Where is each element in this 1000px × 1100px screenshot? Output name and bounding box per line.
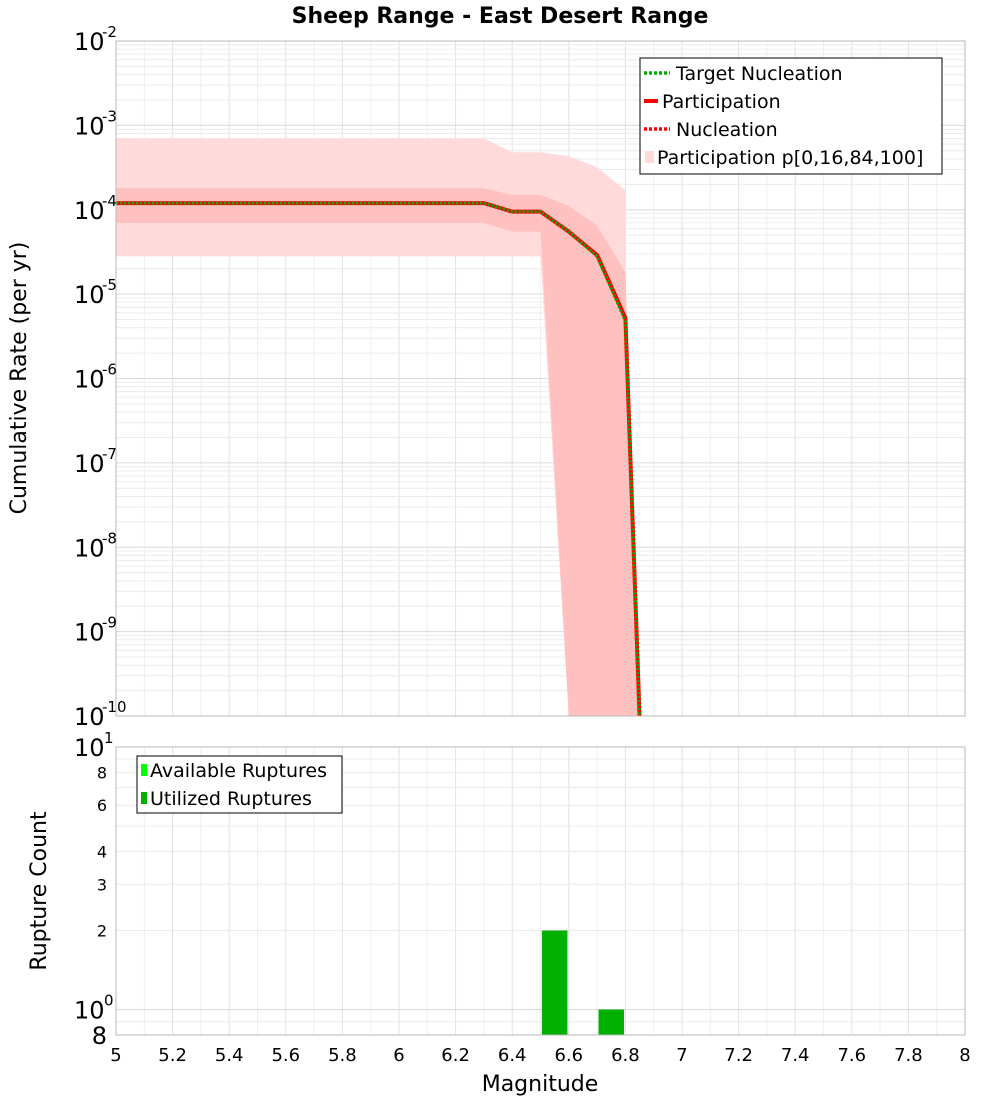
legend-swatch-utilized-ruptures [141,792,147,804]
x-tick-label: 6.2 [441,1045,470,1066]
x-tick-label: 6.8 [611,1045,640,1066]
x-axis-label: Magnitude [482,1072,599,1097]
x-tick-label: 7 [676,1045,687,1066]
top-y-tick-base: 10 [74,703,105,731]
bottom-y-tick-label: 4 [97,842,107,861]
bottom-y-tick: 6 [97,796,107,815]
top-y-tick-exponent: -7 [102,445,117,463]
top-y-tick: 10-2 [74,23,117,56]
top-y-tick: 10-6 [74,361,117,394]
top-y-tick-base: 10 [74,534,105,562]
bottom-y-tick: 2 [97,922,107,941]
x-tick-label: 6.6 [554,1045,583,1066]
bottom-y-tick-label: 2 [97,922,107,941]
legend-label-target-nucleation: Target Nucleation [675,63,843,85]
top-y-tick: 10-4 [74,192,117,225]
band-participation-p16-p84 [116,188,640,716]
bottom-y-tick-base: 10 [74,997,105,1025]
bottom-plot-frame [115,746,966,1036]
top-lines [116,201,642,716]
top-y-tick-exponent: -2 [102,23,117,41]
top-y-tick-exponent: -6 [102,361,117,379]
top-y-tick-exponent: -10 [102,698,127,716]
legend-label-utilized-ruptures: Utilized Ruptures [150,788,312,810]
bottom-y-tick-exponent: 1 [104,729,114,747]
x-tick-label: 7.2 [724,1045,753,1066]
chart-title: Sheep Range - East Desert Range [292,4,709,29]
x-tick-label: 5.2 [158,1045,187,1066]
x-ticks: 5 5.2 5.4 5.6 5.8 6 6.2 6.4 6.6 6.8 7 7.2 7.4 7.6 7.8 8 [110,1045,970,1066]
bottom-y-axis-label: Rupture Count [27,811,52,971]
bar-utilized-ruptures [598,1009,624,1035]
x-tick-label: 7.8 [894,1045,923,1066]
top-y-tick: 10-8 [74,529,117,562]
legend-label-nucleation: Nucleation [676,119,778,141]
top-y-tick-exponent: -9 [102,614,117,632]
bottom-y-tick: 8 [97,763,107,782]
legend-swatch-participation-band [645,151,654,163]
top-y-tick-base: 10 [74,28,105,56]
top-legend: Target Nucleation Participation Nucleati… [639,57,943,175]
bottom-y-tick: 4 [97,842,107,861]
series-line-target-nucleation [116,201,642,716]
x-tick-label: 7.6 [837,1045,866,1066]
legend-label-participation-band: Participation p[0,16,84,100] [657,147,923,169]
legend-label-participation: Participation [662,91,781,113]
top-y-tick-exponent: -3 [102,107,117,125]
top-y-axis-label: Cumulative Rate (per yr) [7,242,32,515]
top-y-ticks: 10-210-310-410-510-610-710-810-910-10 [74,23,127,731]
top-legend-box [639,57,943,175]
top-y-tick-exponent: -8 [102,529,117,547]
bottom-legend-box [136,755,343,814]
bottom-bars [541,930,624,1035]
x-tick-label: 5.4 [215,1045,244,1066]
bar-utilized-ruptures [541,930,568,1035]
top-y-tick-base: 10 [74,450,105,478]
top-y-tick-base: 10 [74,197,105,225]
bottom-y-tick: 10 1 [74,729,114,762]
bottom-y-tick-label: 6 [97,796,107,815]
top-y-tick-base: 10 [74,112,105,140]
bottom-legend: Available Ruptures Utilized Ruptures [136,755,343,814]
x-tick-label: 8 [959,1045,970,1066]
bottom-y-tick: 10 0 [74,992,114,1025]
bottom-y-tick-exponent: 0 [104,992,114,1010]
top-y-tick-base: 10 [74,619,105,647]
bottom-y-tick-label: 8 [97,763,107,782]
top-y-tick-exponent: -4 [102,192,117,210]
top-plot-frame [115,40,966,717]
bottom-y-tick-base: 10 [74,734,105,762]
bottom-y-tick-label: 8 [92,1022,107,1050]
legend-label-available-ruptures: Available Ruptures [150,760,327,782]
top-y-tick: 10-3 [74,107,117,140]
top-y-tick: 10-10 [74,698,127,731]
top-y-tick: 10-7 [74,445,117,478]
x-tick-label: 7.4 [781,1045,810,1066]
bottom-y-tick-label: 3 [97,875,107,894]
top-y-tick: 10-5 [74,276,117,309]
x-tick-label: 5 [110,1045,121,1066]
top-y-tick-base: 10 [74,366,105,394]
x-tick-label: 6 [393,1045,404,1066]
x-tick-label: 5.8 [328,1045,357,1066]
bottom-y-tick: 8 [92,1022,107,1050]
top-bands [116,138,640,716]
x-tick-label: 6.4 [498,1045,527,1066]
x-tick-label: 5.6 [271,1045,300,1066]
top-y-tick-exponent: -5 [102,276,117,294]
bottom-y-tick: 3 [97,875,107,894]
top-y-tick-base: 10 [74,281,105,309]
top-y-tick: 10-9 [74,614,117,647]
legend-swatch-available-ruptures [141,764,147,776]
